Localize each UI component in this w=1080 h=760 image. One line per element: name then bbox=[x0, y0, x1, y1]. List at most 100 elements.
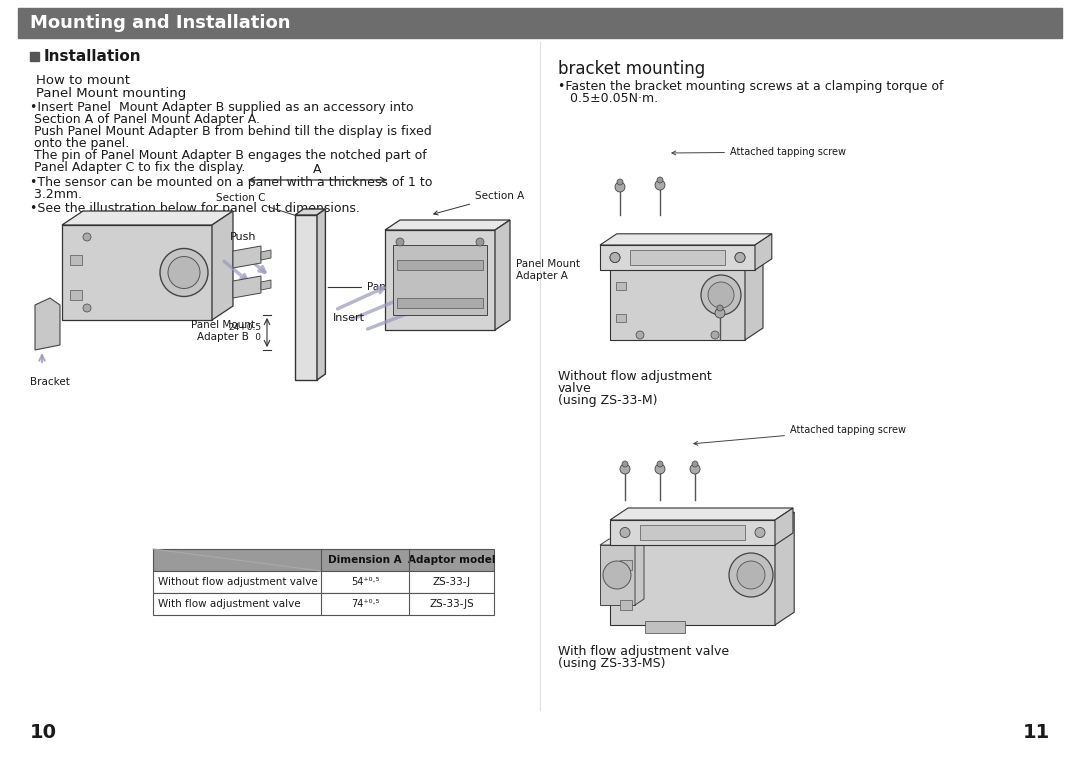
Polygon shape bbox=[62, 225, 212, 320]
Circle shape bbox=[610, 252, 620, 262]
Text: (using ZS-33-M): (using ZS-33-M) bbox=[558, 394, 658, 407]
Polygon shape bbox=[610, 512, 794, 525]
Text: 74⁺⁰⋅⁵: 74⁺⁰⋅⁵ bbox=[351, 599, 379, 609]
Bar bbox=[397, 260, 483, 270]
Text: A: A bbox=[313, 163, 322, 176]
Bar bbox=[620, 560, 632, 570]
Circle shape bbox=[657, 177, 663, 183]
Text: 10: 10 bbox=[30, 723, 57, 742]
Circle shape bbox=[168, 257, 200, 289]
Circle shape bbox=[654, 180, 665, 190]
Bar bbox=[70, 290, 82, 300]
Text: 54⁺⁰⋅⁵: 54⁺⁰⋅⁵ bbox=[351, 577, 379, 587]
Text: 11: 11 bbox=[1023, 723, 1050, 742]
Text: Without flow adjustment valve: Without flow adjustment valve bbox=[158, 577, 318, 587]
Text: How to mount: How to mount bbox=[36, 74, 130, 87]
Bar bbox=[70, 255, 82, 265]
Circle shape bbox=[690, 464, 700, 474]
Polygon shape bbox=[62, 211, 233, 225]
Polygon shape bbox=[610, 508, 793, 520]
Polygon shape bbox=[295, 215, 318, 380]
Circle shape bbox=[603, 561, 631, 589]
Text: Section A of Panel Mount Adapter A.: Section A of Panel Mount Adapter A. bbox=[30, 113, 260, 126]
Text: Adaptor model: Adaptor model bbox=[408, 555, 496, 565]
Polygon shape bbox=[755, 234, 772, 270]
Circle shape bbox=[620, 464, 630, 474]
Text: Panel: Panel bbox=[328, 283, 395, 293]
Text: ZS-33-J: ZS-33-J bbox=[432, 577, 471, 587]
Bar bbox=[616, 282, 626, 290]
Text: Panel Adapter C to fix the display.: Panel Adapter C to fix the display. bbox=[30, 161, 245, 174]
Polygon shape bbox=[600, 234, 772, 245]
Text: bracket mounting: bracket mounting bbox=[558, 60, 705, 78]
Circle shape bbox=[83, 304, 91, 312]
Polygon shape bbox=[745, 238, 762, 340]
Text: Bracket: Bracket bbox=[30, 377, 70, 387]
Polygon shape bbox=[318, 209, 325, 380]
Circle shape bbox=[615, 182, 625, 192]
Circle shape bbox=[654, 464, 665, 474]
Polygon shape bbox=[384, 220, 510, 230]
Text: •Insert Panel  Mount Adapter B supplied as an accessory into: •Insert Panel Mount Adapter B supplied a… bbox=[30, 101, 414, 114]
Text: 3.2mm.: 3.2mm. bbox=[30, 188, 82, 201]
Polygon shape bbox=[775, 508, 793, 545]
Polygon shape bbox=[600, 245, 755, 270]
Bar bbox=[630, 250, 725, 265]
Circle shape bbox=[160, 249, 208, 296]
Text: •The sensor can be mounted on a panel with a thickness of 1 to: •The sensor can be mounted on a panel wi… bbox=[30, 176, 432, 189]
Text: Installation: Installation bbox=[44, 49, 141, 64]
Circle shape bbox=[701, 275, 741, 315]
Text: ZS-33-JS: ZS-33-JS bbox=[429, 599, 474, 609]
Circle shape bbox=[396, 238, 404, 246]
Circle shape bbox=[737, 561, 765, 589]
Polygon shape bbox=[261, 280, 271, 290]
Circle shape bbox=[657, 461, 663, 467]
Text: 24+0.5
      0: 24+0.5 0 bbox=[228, 323, 261, 342]
Bar bbox=[153, 549, 494, 571]
Bar bbox=[18, 8, 1062, 38]
Text: valve: valve bbox=[558, 382, 592, 395]
Circle shape bbox=[620, 527, 630, 537]
Bar bbox=[616, 314, 626, 322]
Polygon shape bbox=[261, 250, 271, 260]
Polygon shape bbox=[35, 298, 60, 350]
Polygon shape bbox=[610, 238, 762, 250]
Circle shape bbox=[622, 461, 627, 467]
Circle shape bbox=[717, 305, 723, 311]
Polygon shape bbox=[233, 246, 261, 268]
Circle shape bbox=[715, 308, 725, 318]
Text: Push Panel Mount Adapter B from behind till the display is fixed: Push Panel Mount Adapter B from behind t… bbox=[30, 125, 432, 138]
Bar bbox=[397, 298, 483, 308]
Text: The pin of Panel Mount Adapter B engages the notched part of: The pin of Panel Mount Adapter B engages… bbox=[30, 149, 427, 162]
Polygon shape bbox=[384, 230, 495, 330]
Bar bbox=[620, 600, 632, 610]
Text: Insert: Insert bbox=[333, 313, 365, 323]
Polygon shape bbox=[295, 209, 325, 215]
Circle shape bbox=[636, 331, 644, 339]
Polygon shape bbox=[610, 525, 775, 625]
Bar bbox=[30, 52, 39, 61]
Text: Mounting and Installation: Mounting and Installation bbox=[30, 14, 291, 32]
Text: With flow adjustment valve: With flow adjustment valve bbox=[558, 645, 729, 658]
Circle shape bbox=[711, 331, 719, 339]
Text: •See the illustration below for panel cut dimensions.: •See the illustration below for panel cu… bbox=[30, 202, 360, 215]
Text: (using ZS-33-MS): (using ZS-33-MS) bbox=[558, 657, 665, 670]
Text: Without flow adjustment: Without flow adjustment bbox=[558, 370, 712, 383]
Bar bbox=[645, 621, 685, 633]
Text: onto the panel.: onto the panel. bbox=[30, 137, 130, 150]
Circle shape bbox=[708, 282, 734, 308]
Bar bbox=[153, 593, 494, 615]
Polygon shape bbox=[635, 539, 644, 605]
Circle shape bbox=[476, 238, 484, 246]
Text: Panel Mount mounting: Panel Mount mounting bbox=[36, 87, 186, 100]
Polygon shape bbox=[600, 539, 644, 545]
Text: Push: Push bbox=[230, 233, 257, 242]
Text: •Fasten the bracket mounting screws at a clamping torque of: •Fasten the bracket mounting screws at a… bbox=[558, 80, 944, 93]
Polygon shape bbox=[775, 512, 794, 625]
Text: With flow adjustment valve: With flow adjustment valve bbox=[158, 599, 300, 609]
Circle shape bbox=[729, 553, 773, 597]
Text: Panel Mount
Adapter A: Panel Mount Adapter A bbox=[516, 259, 580, 280]
Text: Dimension A: Dimension A bbox=[328, 555, 402, 565]
Circle shape bbox=[83, 233, 91, 241]
Polygon shape bbox=[495, 220, 510, 330]
